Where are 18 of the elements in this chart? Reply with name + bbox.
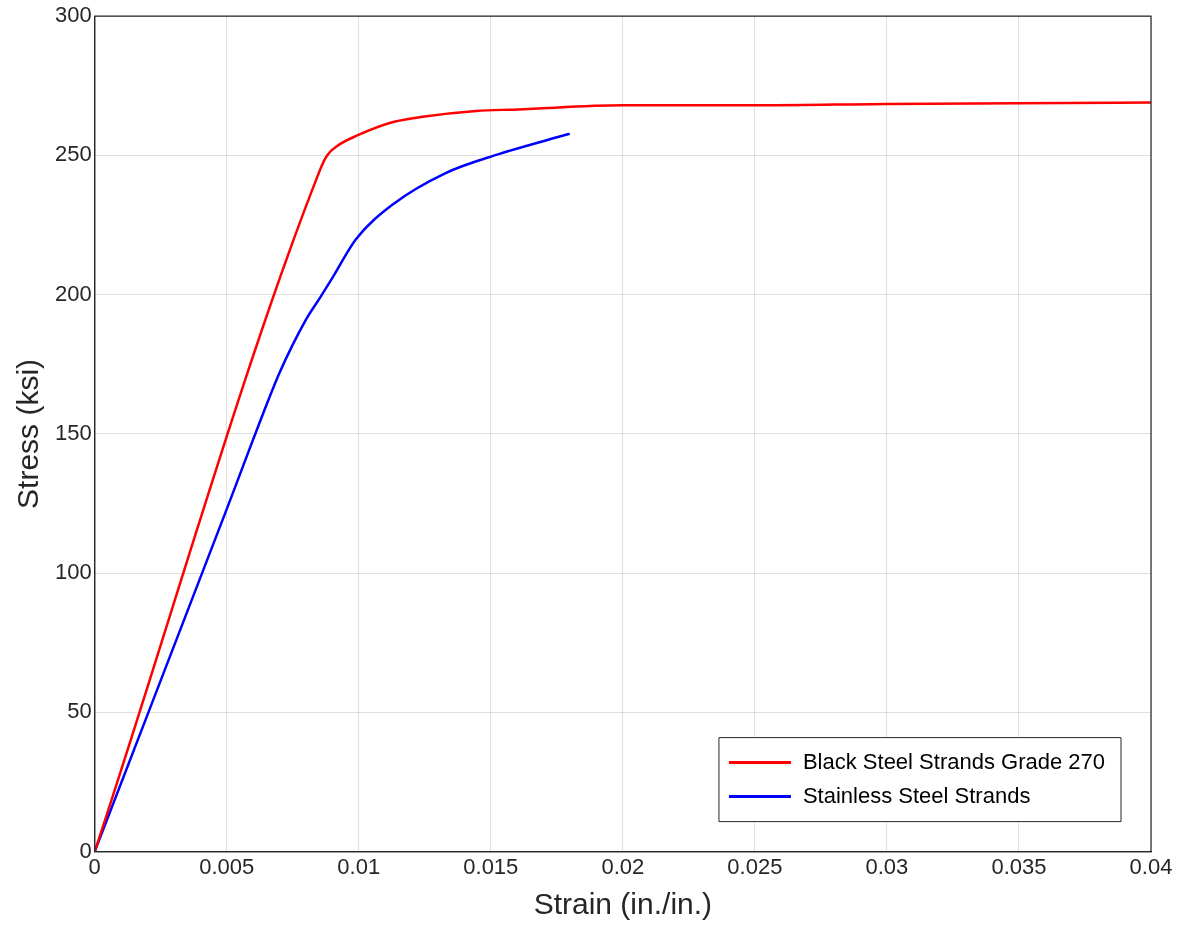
y-tick-label: 100 — [54, 559, 92, 585]
y-tick-label: 250 — [54, 141, 92, 167]
x-axis-title: Strain (in./in.) — [533, 887, 713, 921]
x-tick-label: 0.01 — [337, 853, 381, 879]
legend-label: Black Steel Strands Grade 270 — [802, 748, 1105, 774]
legend-label: Stainless Steel Strands — [802, 782, 1031, 808]
x-tick-label: 0.02 — [601, 853, 645, 879]
x-tick-label: 0.015 — [463, 853, 519, 879]
y-tick-label: 150 — [54, 419, 92, 445]
y-tick-label: 50 — [67, 698, 92, 724]
x-tick-label: 0.04 — [1129, 853, 1173, 879]
x-tick-label: 0.005 — [199, 853, 255, 879]
x-tick-label: 0.03 — [865, 853, 909, 879]
y-tick-label: 200 — [54, 280, 92, 306]
x-tick-label: 0.035 — [991, 853, 1047, 879]
y-tick-label: 300 — [54, 2, 92, 28]
x-tick-label: 0.025 — [727, 853, 783, 879]
y-axis-title: Stress (ksi) — [11, 358, 45, 509]
